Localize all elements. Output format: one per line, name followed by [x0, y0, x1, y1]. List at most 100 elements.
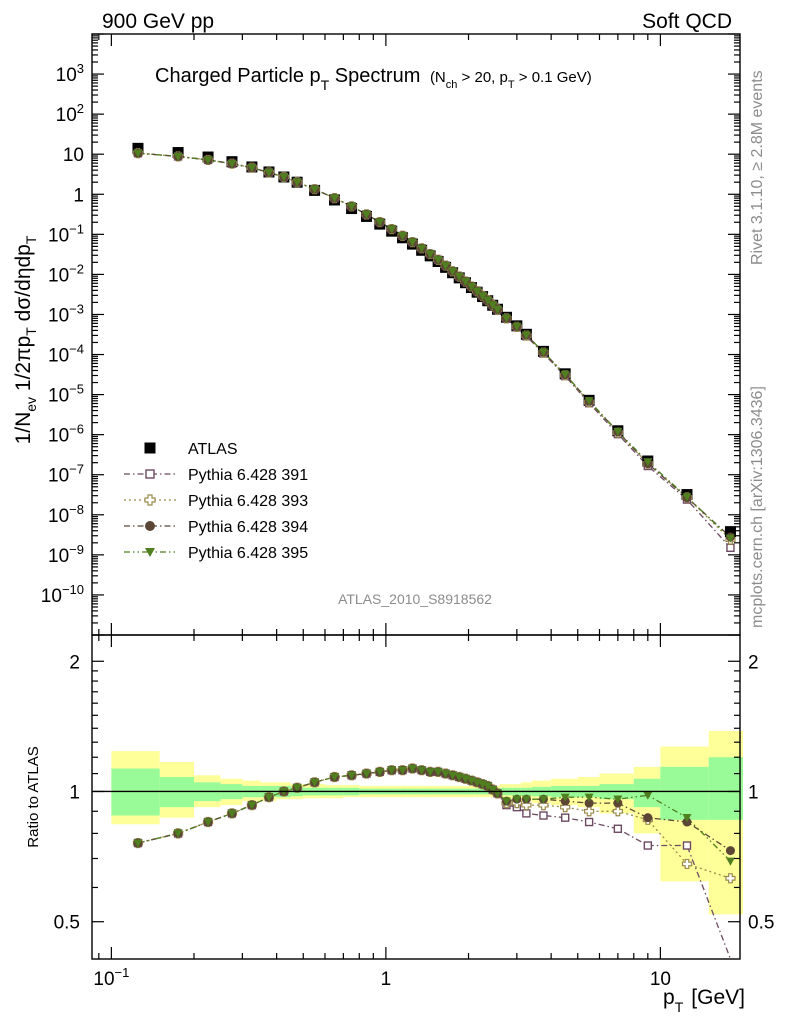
ratio-data-point — [725, 846, 735, 856]
ratio-data-point — [375, 768, 385, 777]
analysis-id-label: ATLAS_2010_S8918562 — [338, 591, 492, 607]
main-data-point — [538, 348, 548, 357]
y-tick-label: 10−4 — [48, 342, 84, 367]
chart-title: Charged Particle pT Spectrum (Nch > 20, … — [155, 65, 592, 93]
ratio-data-point — [441, 769, 451, 779]
main-data-point — [203, 156, 213, 165]
ratio-data-point — [612, 806, 623, 817]
main-data-point — [724, 526, 736, 538]
ratio-data-point — [643, 813, 653, 823]
main-data-point — [483, 296, 493, 305]
main-data-point — [613, 427, 623, 436]
y-tick-label: 10−5 — [48, 382, 84, 407]
main-y-tick-labels: 10−10 10−9 10−8 10−7 10−6 10−5 10−4 10−3 10−2 10−… — [41, 61, 84, 607]
x-axis-label: pT [GeV] — [663, 986, 745, 1015]
main-data-point — [488, 301, 498, 310]
y-tick-label: 10−8 — [48, 502, 84, 527]
y-tick-label: 10−6 — [48, 422, 84, 447]
ratio-data-point — [247, 801, 257, 810]
x-tick-label: 1 — [381, 969, 392, 990]
y-tick-label: 2 — [69, 652, 80, 673]
ratio-data-point — [407, 764, 417, 774]
ratio-plot-frame — [91, 634, 741, 960]
main-data-point — [362, 210, 372, 219]
main-data-point — [347, 202, 357, 211]
ratio-data-point — [521, 795, 531, 804]
y-tick-label: 10−7 — [48, 462, 84, 487]
main-data-point — [560, 370, 570, 379]
ratio-data-point — [433, 768, 443, 777]
ratio-data-point — [501, 797, 511, 806]
ratio-data-point — [539, 811, 548, 820]
y-tick-label: 10−1 — [48, 221, 84, 246]
main-data-point — [643, 458, 653, 467]
main-data-point — [448, 267, 458, 276]
ratio-data-point — [521, 800, 532, 811]
ratio-data-point — [362, 769, 372, 779]
ratio-data-point — [682, 814, 692, 823]
main-series-line — [137, 152, 731, 549]
main-data-point — [441, 261, 451, 271]
ratio-band-green — [708, 757, 744, 820]
ratio-data-point — [425, 768, 435, 777]
ratio-data-point — [483, 782, 493, 791]
ratio-data-point — [203, 818, 213, 827]
main-data-point — [478, 292, 488, 301]
main-series-line — [137, 152, 731, 541]
ratio-data-point — [725, 873, 736, 884]
main-data-point — [264, 168, 274, 177]
legend-label: Pythia 6.428 394 — [188, 519, 308, 536]
axis-ticks — [92, 33, 740, 959]
ratio-data-point — [681, 858, 693, 870]
ratio-data-point — [613, 824, 623, 833]
y-tick-label: 10−9 — [48, 542, 84, 567]
ratio-data-point — [387, 766, 397, 775]
ratio-data-point — [398, 766, 408, 775]
main-data-point — [425, 250, 435, 259]
ratio-data-point — [512, 795, 522, 804]
main-data-point — [512, 322, 522, 332]
mcplots-reference-label: mcplots.cern.ch [arXiv:1306.3436] — [749, 386, 766, 628]
y-tick-label-right: 1 — [748, 782, 759, 803]
main-data-point — [584, 397, 594, 406]
ratio-data-point — [560, 802, 571, 813]
x-tick-label: 10 — [650, 969, 671, 990]
ratio-data-point — [522, 809, 531, 818]
y-tick-label: 102 — [56, 101, 84, 126]
ratio-data-point — [227, 809, 237, 818]
ratio-data-point — [173, 829, 183, 838]
ratio-data-point — [643, 791, 653, 800]
ratio-data-point — [292, 784, 302, 793]
y-tick-label: 103 — [56, 61, 84, 86]
category-label: Soft QCD — [642, 10, 732, 33]
legend-marker — [145, 548, 155, 557]
ratio-data-point — [330, 773, 340, 782]
main-data-point — [292, 178, 302, 187]
legend-item: Pythia 6.428 393 — [124, 493, 308, 510]
ratio-data-point — [560, 813, 570, 822]
ratio-data-point — [264, 793, 274, 802]
y-tick-label-right: 2 — [748, 652, 759, 673]
ratio-data-point — [347, 771, 357, 780]
x-tick-labels: 10−1 1 10 — [93, 965, 671, 990]
y-tick-label: 10−2 — [48, 261, 84, 286]
ratio-data-point — [584, 793, 594, 802]
main-data-point — [466, 282, 476, 291]
main-data-point — [460, 277, 470, 286]
legend-item: Pythia 6.428 395 — [124, 545, 308, 562]
main-data-point — [227, 160, 237, 169]
main-data-point — [407, 238, 417, 247]
legend-marker — [144, 442, 156, 454]
ratio-data-point — [584, 806, 595, 817]
ratio-data-point — [538, 800, 549, 811]
ratio-data-point — [448, 771, 458, 780]
rivet-version-label: Rivet 3.1.10, ≥ 2.8M events — [749, 70, 766, 265]
legend: ATLAS Pythia 6.428 391 Pythia 6.428 393 Pyt… — [124, 441, 308, 562]
main-data-point — [247, 164, 257, 173]
ratio-data-point — [417, 766, 427, 775]
main-data-point — [521, 331, 531, 340]
main-data-point — [472, 287, 482, 296]
y-tick-label: 10 — [63, 145, 84, 166]
ratio-data-point — [643, 841, 653, 850]
